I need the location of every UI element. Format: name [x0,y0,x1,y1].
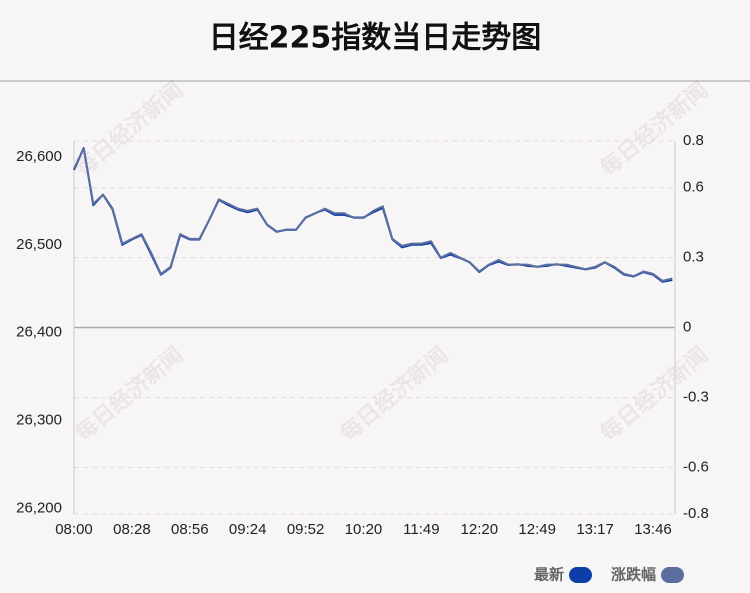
legend-swatch [661,567,684,583]
watermark: 每日经济新闻 [70,77,188,182]
y-tick-label: 26,300 [16,412,62,429]
legend-label: 涨跌幅 [611,566,656,584]
x-tick-label: 12:20 [461,521,499,538]
y-tick-label: 26,400 [16,324,62,341]
x-tick-label: 08:28 [113,521,151,538]
x-tick-label: 10:20 [345,521,383,538]
x-tick-label: 08:56 [171,521,209,538]
x-tick-label: 08:00 [55,521,93,538]
y2-tick-label: -0.3 [683,388,709,405]
y2-tick-label: -0.8 [683,505,709,522]
legend-label: 最新 [534,566,564,584]
line-series [73,147,673,282]
watermark: 每日经济新闻 [595,77,713,182]
legend-swatch [569,567,592,583]
x-tick-label: 13:17 [576,521,614,538]
y-tick-label: 26,200 [16,500,62,517]
x-tick-label: 13:46 [634,521,672,538]
x-tick-label: 09:52 [287,521,325,538]
y2-tick-label: 0.6 [683,179,704,196]
y2-tick-label: 0.3 [683,249,704,266]
watermark: 每日经济新闻 [70,342,188,447]
x-tick-label: 11:49 [403,521,439,538]
chart-title: 日经225指数当日走势图 [209,21,542,56]
y-tick-label: 26,600 [16,148,62,165]
watermark: 每日经济新闻 [335,342,453,447]
x-tick-label: 12:49 [518,521,556,538]
y2-tick-label: 0.8 [683,132,704,149]
y2-tick-label: 0 [683,318,691,335]
y2-tick-label: -0.6 [683,458,709,475]
y-tick-label: 26,500 [16,236,62,253]
x-tick-label: 09:24 [229,521,267,538]
line-series [73,147,673,283]
